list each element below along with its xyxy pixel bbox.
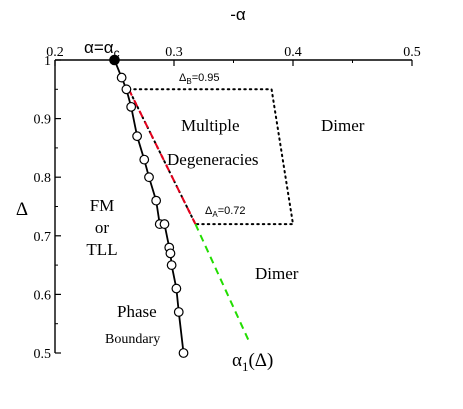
alpha-1-annotation: α1(Δ) <box>232 350 273 374</box>
y-tick-label: 0.8 <box>34 171 52 186</box>
phase-boundary-point <box>139 154 150 165</box>
phase-boundary-point <box>159 219 170 229</box>
phase-boundary-point <box>151 195 162 206</box>
delta-b-annotation: ΔB=0.95 <box>179 72 220 86</box>
x-tick-label: 0.2 <box>46 45 64 60</box>
delta-b-value: =0.95 <box>192 72 220 84</box>
delta-a-value: =0.72 <box>218 205 246 217</box>
x-ticks: 0.2 0.3 0.4 0.5 <box>46 45 421 66</box>
critical-point-label: α=αc <box>84 38 120 60</box>
x-tick-label: 0.4 <box>284 45 302 60</box>
phase-boundary-point <box>144 172 154 183</box>
y-tick-label: 0.9 <box>34 113 52 128</box>
critical-point-label-main: α=α <box>84 38 114 57</box>
critical-point-marker <box>109 54 120 66</box>
y-ticks: 0.5 0.6 0.7 0.8 0.9 1 <box>34 54 61 362</box>
series-layer <box>109 54 295 358</box>
y-tick-label: 0.6 <box>34 288 52 303</box>
x-tick-label: 0.5 <box>403 45 421 60</box>
degeneracy-region-outline <box>127 88 295 226</box>
y-tick-label: 0.7 <box>34 230 52 245</box>
region-dimer-bottom: Dimer <box>255 264 299 283</box>
region-multiple-line2: Degeneracies <box>167 150 259 169</box>
y-tick-label: 1 <box>44 54 51 69</box>
phase-boundary-point <box>171 283 182 294</box>
region-multiple-line1: Multiple <box>181 116 240 135</box>
chart-title: -α <box>230 5 246 24</box>
phase-boundary-point <box>132 131 143 142</box>
delta-b-main: Δ <box>179 72 187 84</box>
phase-boundary-point <box>126 101 137 112</box>
alpha-1-sub: 1 <box>242 359 249 374</box>
y-tick-label: 0.5 <box>34 347 52 362</box>
phase-boundary-line <box>113 59 185 354</box>
delta-a-main: Δ <box>205 205 213 217</box>
red-dashed-line <box>127 88 197 225</box>
x-tick-label: 0.3 <box>165 45 183 60</box>
phase-boundary-point <box>178 348 189 358</box>
delta-a-sub: A <box>212 210 218 219</box>
phase-boundary-point <box>166 260 177 271</box>
region-fm-line1: FM <box>90 196 115 215</box>
phase-boundary-point <box>165 248 176 259</box>
region-fm-line2: or <box>95 218 110 237</box>
green-dashed-line <box>194 223 250 342</box>
phase-boundary-point <box>121 84 132 95</box>
phase-boundary-point <box>116 72 127 83</box>
y-axis-label: Δ <box>16 199 28 220</box>
alpha-1-value: (Δ) <box>248 350 273 371</box>
phase-line1: Phase <box>117 302 157 321</box>
critical-point-label-sub: c <box>114 46 120 60</box>
phase-boundary-point <box>173 307 184 317</box>
region-dimer-top: Dimer <box>321 116 365 135</box>
delta-b-sub: B <box>186 77 191 86</box>
region-fm-line3: TLL <box>86 240 117 259</box>
delta-a-annotation: ΔA=0.72 <box>205 205 246 219</box>
alpha-1-main: α <box>232 350 242 371</box>
phase-line2: Boundary <box>105 332 160 347</box>
